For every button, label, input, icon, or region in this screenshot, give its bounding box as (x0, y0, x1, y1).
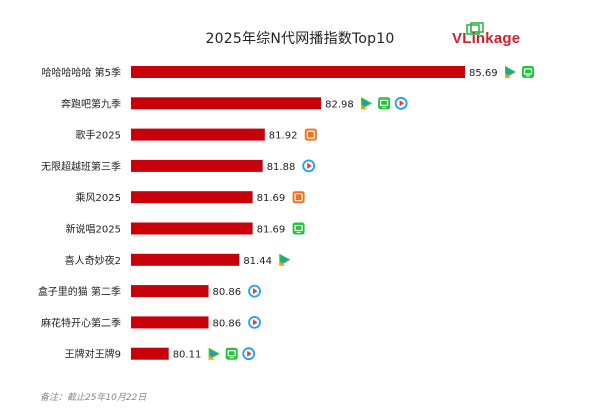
category-label: 乘风2025 (76, 192, 121, 204)
value-label: 81.88 (267, 162, 296, 173)
value-label: 81.69 (257, 193, 286, 204)
bar (131, 97, 322, 110)
value-label: 85.69 (469, 68, 498, 79)
footnote: 备注：截止25年10月22日 (40, 393, 147, 403)
youku-platform-icon (248, 315, 261, 329)
category-label: 歌手2025 (76, 129, 121, 142)
value-label: 80.11 (173, 350, 202, 361)
bar (131, 253, 240, 266)
tencent-platform-icon (279, 253, 291, 266)
youku-platform-icon (302, 159, 316, 173)
iqiyi-platform-icon (522, 66, 534, 78)
youku-platform-icon (242, 347, 256, 361)
bar (131, 347, 169, 360)
tencent-platform-icon (361, 97, 373, 110)
bar (131, 128, 265, 141)
mango-platform-icon (292, 191, 305, 204)
value-label: 80.86 (213, 318, 242, 329)
category-label: 麻花特开心第二季 (41, 316, 121, 329)
bar (131, 222, 253, 235)
bar (131, 285, 209, 298)
bar (131, 159, 263, 172)
brand-logo: VLinkage (452, 22, 552, 52)
category-label: 哈哈哈哈哈 第5季 (41, 66, 121, 79)
category-label: 无限超越班第三季 (41, 160, 121, 173)
value-label: 82.98 (325, 99, 354, 110)
iqiyi-platform-icon (292, 222, 305, 235)
category-label: 盒子里的猫 第二季 (38, 285, 121, 298)
logo-text: VLinkage (452, 30, 521, 47)
mango-platform-icon (304, 128, 317, 141)
iqiyi-platform-icon (225, 347, 238, 360)
youku-platform-icon (248, 284, 261, 298)
tencent-platform-icon (505, 66, 516, 78)
category-label: 喜人奇妙夜2 (65, 254, 121, 267)
category-label: 新说唱2025 (66, 223, 121, 236)
value-label: 81.44 (243, 256, 272, 267)
tencent-platform-icon (208, 347, 220, 360)
category-label: 奔跑吧第九季 (61, 97, 121, 110)
iqiyi-platform-icon (378, 97, 391, 110)
value-label: 81.69 (257, 225, 286, 236)
value-label: 81.92 (269, 131, 298, 142)
value-label: 80.86 (213, 287, 242, 298)
bar (131, 66, 465, 78)
chart-title: 2025年综N代网播指数Top10 (205, 31, 395, 47)
logo-mark-icon (466, 22, 484, 35)
bar (131, 191, 253, 204)
bar (131, 316, 209, 329)
youku-platform-icon (394, 96, 408, 110)
category-label: 王牌对王牌9 (65, 348, 121, 361)
